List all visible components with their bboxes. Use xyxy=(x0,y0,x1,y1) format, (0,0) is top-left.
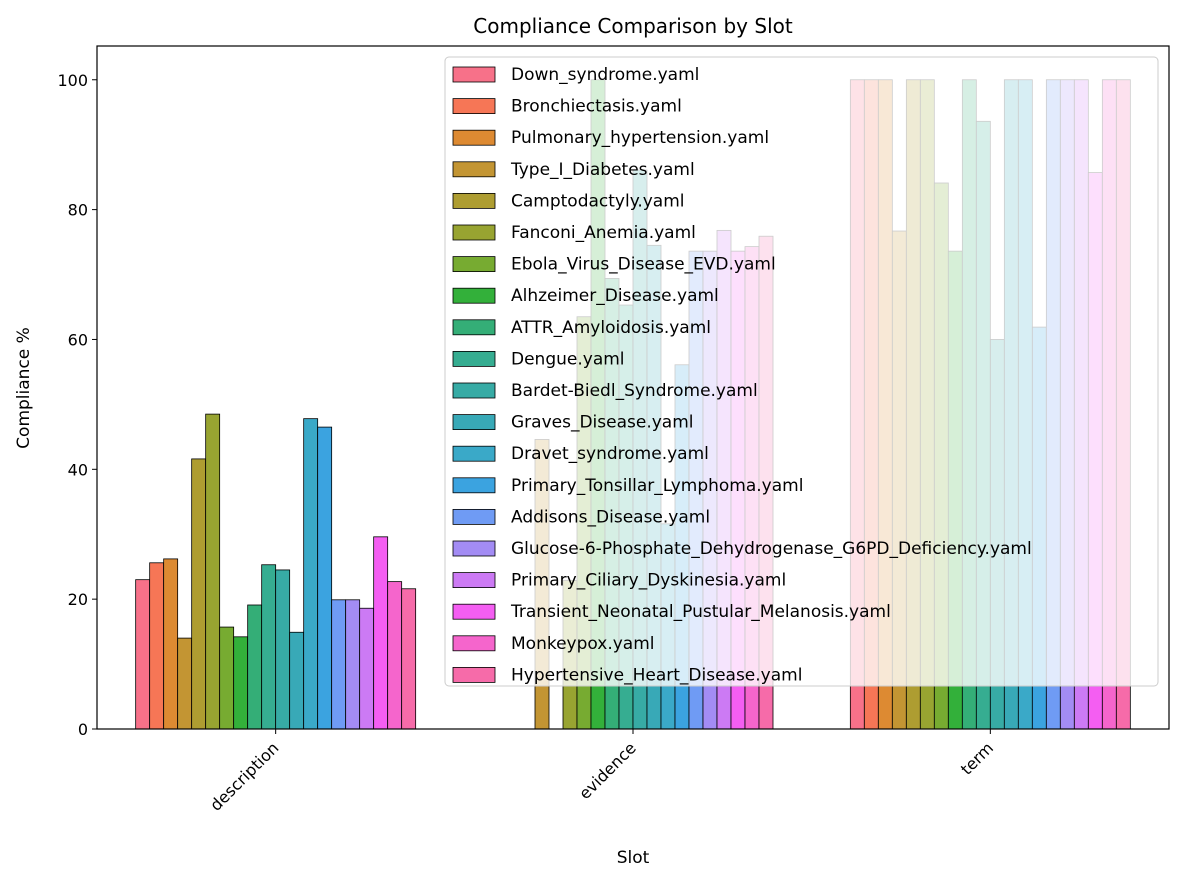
legend-swatch xyxy=(452,445,496,462)
legend-item: Glucose-6-Phosphate_Dehydrogenase_G6PD_D… xyxy=(452,539,1032,559)
legend-label: Ebola_Virus_Disease_EVD.yaml xyxy=(511,255,776,275)
bar xyxy=(275,569,291,730)
legend-item: Graves_Disease.yaml xyxy=(452,413,693,433)
y-tick-label: 60 xyxy=(68,330,88,349)
legend-swatch xyxy=(452,66,496,83)
bar xyxy=(373,536,389,730)
bar xyxy=(205,413,221,730)
x-tick-label: description xyxy=(206,738,282,814)
bar xyxy=(233,636,249,730)
bar xyxy=(345,599,361,730)
legend-swatch xyxy=(452,192,496,209)
bar xyxy=(387,581,403,730)
x-tick-label: evidence xyxy=(575,738,640,803)
legend-swatch xyxy=(452,572,496,588)
legend-swatch xyxy=(452,319,496,336)
legend-item: Down_syndrome.yaml xyxy=(452,65,699,85)
bar xyxy=(163,558,179,730)
legend-label: Primary_Tonsillar_Lymphoma.yaml xyxy=(511,476,803,496)
y-axis-label: Compliance % xyxy=(14,327,34,449)
legend: Down_syndrome.yaml Bronchiectasis.yaml Pul… xyxy=(444,56,1159,687)
legend-item: Hypertensive_Heart_Disease.yaml xyxy=(452,665,802,685)
legend-swatch xyxy=(452,287,496,304)
legend-label: ATTR_Amyloidosis.yaml xyxy=(511,318,711,338)
bar xyxy=(331,599,347,730)
legend-item: Camptodactyly.yaml xyxy=(452,191,685,211)
legend-item: Bardet-Biedl_Syndrome.yaml xyxy=(452,381,758,401)
legend-swatch xyxy=(452,603,496,620)
y-tick-label: 40 xyxy=(68,460,88,479)
legend-item: Alhzeimer_Disease.yaml xyxy=(452,286,719,306)
legend-box xyxy=(444,56,1159,687)
legend-label: Bronchiectasis.yaml xyxy=(511,97,682,117)
legend-swatch xyxy=(452,382,496,399)
legend-label: Monkeypox.yaml xyxy=(511,634,655,654)
legend-item: Type_I_Diabetes.yaml xyxy=(452,160,695,180)
y-tick-label: 100 xyxy=(57,71,88,90)
legend-label: Glucose-6-Phosphate_Dehydrogenase_G6PD_D… xyxy=(511,539,1032,559)
legend-item: ATTR_Amyloidosis.yaml xyxy=(452,318,711,338)
legend-swatch xyxy=(452,540,496,557)
bar xyxy=(401,588,417,730)
legend-item: Fanconi_Anemia.yaml xyxy=(452,223,696,243)
legend-label: Hypertensive_Heart_Disease.yaml xyxy=(511,665,802,685)
legend-label: Down_syndrome.yaml xyxy=(511,65,699,85)
y-tick-label: 80 xyxy=(68,201,88,220)
legend-label: Bardet-Biedl_Syndrome.yaml xyxy=(511,381,758,401)
bar xyxy=(135,579,151,730)
bar xyxy=(247,604,263,730)
legend-label: Dravet_syndrome.yaml xyxy=(511,444,709,464)
legend-label: Dengue.yaml xyxy=(511,349,625,369)
bar xyxy=(317,426,333,730)
legend-label: Graves_Disease.yaml xyxy=(511,413,693,433)
legend-swatch xyxy=(452,129,496,146)
legend-item: Primary_Tonsillar_Lymphoma.yaml xyxy=(452,476,803,496)
legend-swatch xyxy=(452,350,496,367)
legend-item: Primary_Ciliary_Dyskinesia.yaml xyxy=(452,571,786,591)
bar xyxy=(261,564,277,730)
x-axis-label: Slot xyxy=(617,848,650,868)
legend-swatch xyxy=(452,635,496,652)
legend-label: Alhzeimer_Disease.yaml xyxy=(511,286,719,306)
legend-item: Transient_Neonatal_Pustular_Melanosis.ya… xyxy=(452,602,891,622)
legend-swatch xyxy=(452,414,496,431)
bar xyxy=(177,637,193,730)
legend-swatch xyxy=(452,477,496,494)
legend-label: Primary_Ciliary_Dyskinesia.yaml xyxy=(511,571,786,591)
bar xyxy=(359,607,375,730)
legend-item: Dengue.yaml xyxy=(452,349,625,369)
legend-swatch xyxy=(452,224,496,241)
bar xyxy=(289,631,305,730)
legend-label: Addisons_Disease.yaml xyxy=(511,507,710,527)
bar xyxy=(303,418,319,730)
legend-swatch xyxy=(452,256,496,273)
legend-label: Camptodactyly.yaml xyxy=(511,191,685,211)
legend-item: Addisons_Disease.yaml xyxy=(452,507,710,527)
legend-item: Dravet_syndrome.yaml xyxy=(452,444,709,464)
legend-item: Monkeypox.yaml xyxy=(452,634,655,654)
x-tick-label: term xyxy=(957,738,997,778)
y-tick-label: 20 xyxy=(68,590,88,609)
bar xyxy=(191,458,207,730)
legend-swatch xyxy=(452,508,496,525)
bar xyxy=(219,626,235,730)
legend-swatch xyxy=(452,161,496,178)
legend-item: Pulmonary_hypertension.yaml xyxy=(452,128,769,148)
y-tick-label: 0 xyxy=(78,720,88,739)
legend-label: Type_I_Diabetes.yaml xyxy=(510,160,695,180)
legend-item: Bronchiectasis.yaml xyxy=(452,97,682,117)
legend-label: Fanconi_Anemia.yaml xyxy=(511,223,696,243)
chart-title: Compliance Comparison by Slot xyxy=(473,14,793,38)
legend-item: Ebola_Virus_Disease_EVD.yaml xyxy=(452,255,776,275)
legend-swatch xyxy=(452,667,496,683)
legend-label: Pulmonary_hypertension.yaml xyxy=(511,128,769,148)
bar xyxy=(149,562,165,730)
legend-label: Transient_Neonatal_Pustular_Melanosis.ya… xyxy=(510,602,891,622)
legend-swatch xyxy=(452,98,496,114)
